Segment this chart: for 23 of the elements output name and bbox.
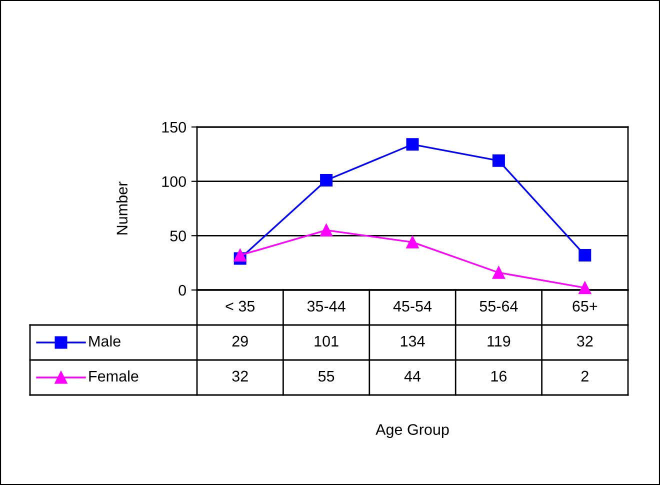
x-tick-label: 35-44: [307, 300, 346, 312]
data-label: 32: [576, 336, 593, 347]
x-tick-label: 65+: [572, 300, 598, 312]
data-label: 16: [491, 370, 507, 382]
data-label: 134: [400, 336, 425, 347]
y-axis-title: Number: [116, 182, 128, 234]
text: Age Group: [376, 424, 449, 438]
data-label: 44: [404, 370, 421, 382]
data-label: 29: [232, 336, 248, 347]
data-label: 32: [232, 370, 248, 382]
legend-label: Male: [89, 335, 120, 347]
x-tick-label: 45-54: [393, 300, 432, 312]
y-tick-label: 150: [162, 122, 186, 133]
y-tick-label: 50: [170, 230, 186, 242]
x-tick-label: 55-64: [480, 300, 518, 312]
x-tick-label: < 35: [226, 300, 255, 312]
legend-label: Female: [89, 370, 138, 382]
data-label: 101: [314, 336, 338, 347]
data-label: 55: [318, 370, 334, 382]
y-tick-label: 100: [162, 176, 186, 188]
y-tick-label: 0: [178, 284, 186, 296]
data-label: 2: [581, 370, 588, 382]
data-label: 119: [488, 336, 510, 347]
